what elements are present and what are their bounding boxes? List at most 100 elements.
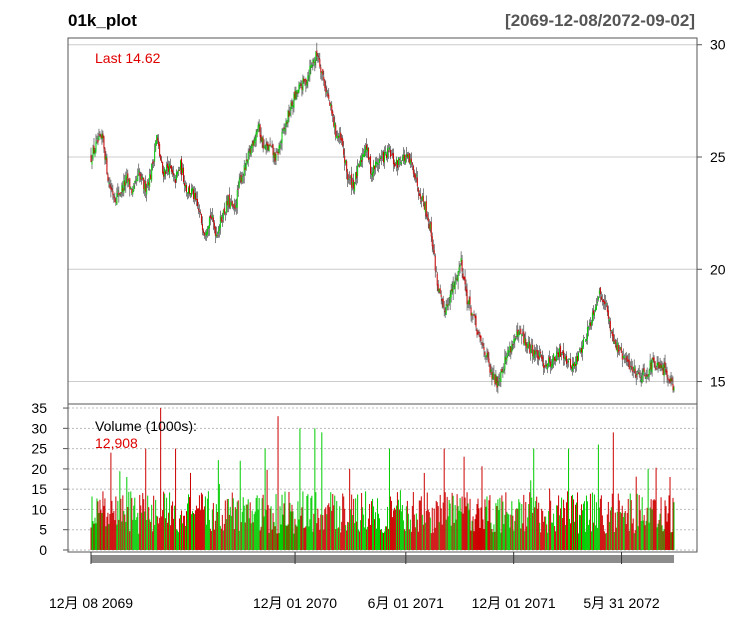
volume-bar [337, 528, 339, 550]
volume-bar [276, 533, 278, 550]
volume-bar [403, 529, 405, 550]
candle-body [459, 264, 461, 268]
volume-last-value: 12,908 [95, 435, 138, 451]
candle-body [146, 187, 148, 195]
candle-body [601, 300, 603, 302]
volume-bar [469, 498, 471, 550]
volume-bar [355, 498, 357, 550]
candle-body [220, 216, 222, 222]
volume-bar [513, 530, 515, 550]
candle-body [472, 314, 474, 316]
candle-body [624, 358, 626, 360]
volume-tick-label: 15 [31, 481, 47, 497]
candle-body [320, 67, 322, 73]
candle-body [255, 132, 257, 141]
volume-bar [384, 526, 386, 550]
volume-bar [638, 495, 640, 550]
volume-bar [154, 524, 156, 550]
candle-body [660, 363, 662, 369]
candle-body [588, 323, 590, 325]
candle-body [221, 220, 223, 222]
volume-bar [296, 526, 298, 550]
volume-bar [568, 448, 570, 550]
volume-bar [637, 526, 639, 550]
volume-bar [152, 531, 154, 550]
volume-bar [588, 519, 590, 550]
candle-body [218, 226, 220, 231]
candle-body [390, 154, 392, 156]
volume-bar [127, 507, 129, 550]
volume-bar [207, 491, 209, 550]
volume-bar [537, 508, 539, 550]
candle-body [362, 154, 364, 161]
volume-bar [277, 416, 279, 550]
candle-body [587, 327, 589, 329]
volume-bar [502, 501, 504, 550]
volume-bar [448, 500, 450, 550]
candle-body [346, 160, 348, 173]
volume-bar [662, 531, 664, 550]
volume-bar [518, 499, 520, 550]
volume-bar [234, 507, 236, 550]
volume-bar [327, 505, 329, 550]
candle-body [259, 124, 261, 137]
candle-body [553, 354, 555, 361]
candle-body [493, 372, 495, 374]
candle-body [114, 198, 116, 202]
volume-bar [581, 510, 583, 550]
candle-body [671, 377, 673, 382]
candle-body [583, 337, 585, 339]
candle-body [552, 358, 554, 367]
volume-bar [664, 500, 666, 550]
candle-body [568, 360, 570, 363]
candle-body [514, 337, 516, 342]
volume-tick-label: 0 [39, 542, 47, 558]
candle-body [450, 289, 452, 298]
candle-body [197, 208, 199, 211]
candle-body [184, 183, 186, 186]
volume-bar [433, 508, 435, 550]
candle-body [333, 117, 335, 127]
volume-bar [542, 510, 544, 550]
volume-bar [396, 492, 398, 550]
volume-bar [300, 515, 302, 550]
candle-body [203, 232, 205, 236]
candle-body [311, 64, 313, 68]
volume-bar [126, 476, 128, 550]
volume-bar [251, 510, 253, 550]
candle-body [263, 145, 265, 148]
candle-body [640, 380, 642, 381]
candle-body [670, 378, 672, 382]
candle-body [570, 358, 572, 368]
volume-bar [613, 532, 615, 550]
volume-bar [341, 521, 343, 550]
candle-body [158, 140, 160, 146]
candle-body [179, 170, 181, 171]
volume-bar [171, 505, 173, 550]
volume-bar [229, 506, 231, 550]
volume-bar [658, 519, 660, 550]
volume-label: Volume (1000s): [95, 418, 197, 434]
volume-bar [256, 495, 258, 550]
candle-body [274, 152, 276, 162]
volume-bar [252, 522, 254, 550]
volume-bar [406, 500, 408, 550]
candle-body [120, 192, 122, 194]
volume-bar [388, 448, 390, 550]
volume-bar [449, 503, 451, 550]
volume-bar [497, 499, 499, 550]
volume-bar [213, 529, 215, 550]
volume-axis: 0 5 10 15 20 25 30 35 [31, 400, 68, 558]
volume-bar [485, 506, 487, 550]
volume-bar [304, 527, 306, 550]
volume-bar [454, 505, 456, 550]
candle-body [584, 339, 586, 341]
volume-bar [490, 522, 492, 550]
candle-body [317, 55, 319, 58]
volume-bar [130, 491, 132, 550]
candle-body [498, 378, 500, 380]
candle-body [391, 153, 393, 155]
candle-body [524, 337, 526, 346]
volume-bar [585, 495, 587, 550]
candle-body [463, 276, 465, 280]
